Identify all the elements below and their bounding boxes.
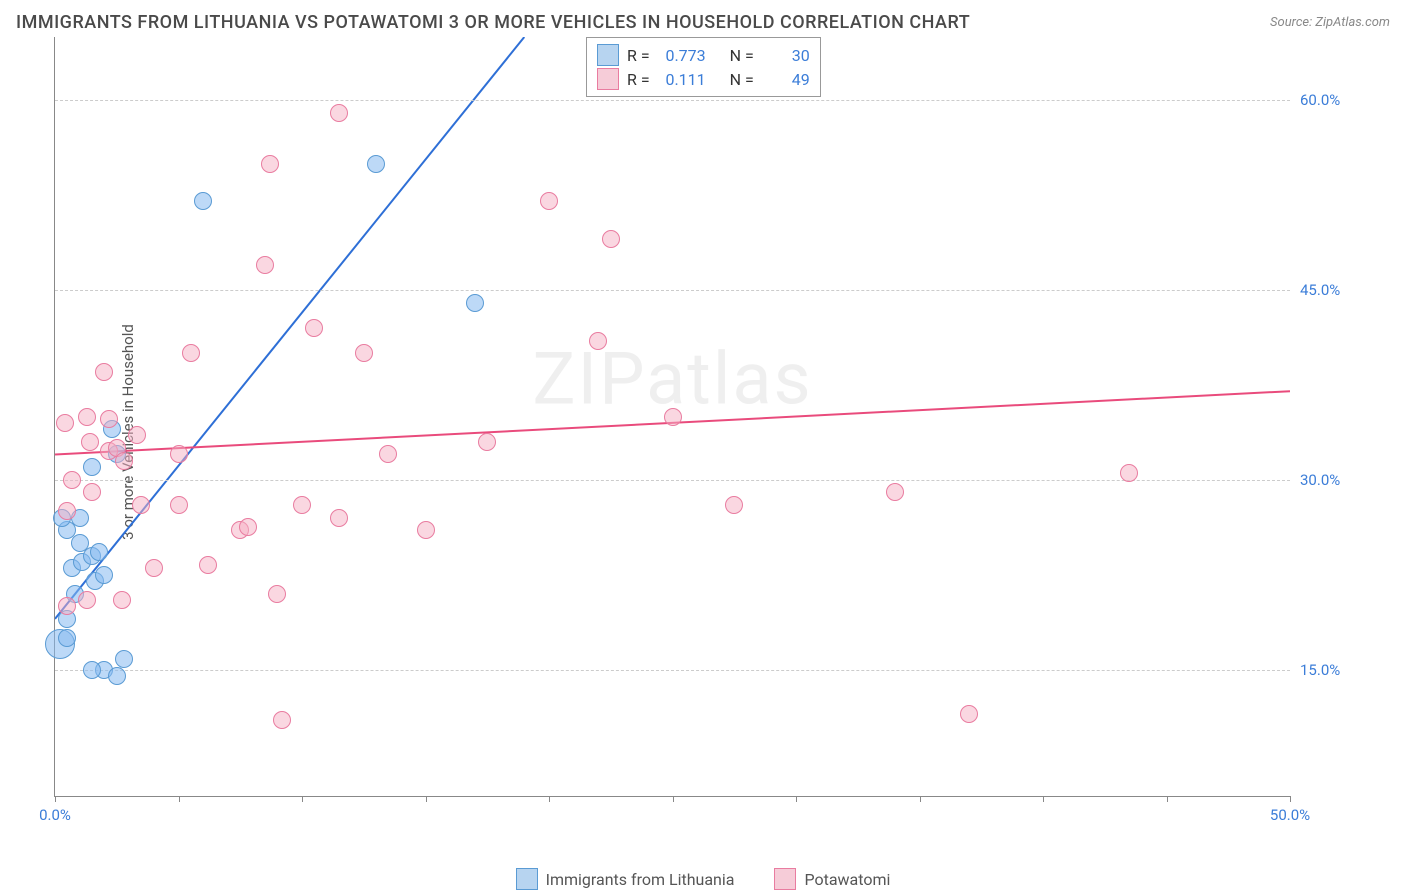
scatter-point	[113, 591, 131, 609]
gridline	[55, 100, 1290, 101]
swatch-series-1	[597, 68, 619, 90]
scatter-point	[540, 192, 558, 210]
scatter-point	[478, 433, 496, 451]
scatter-point	[182, 344, 200, 362]
legend-label-0: Immigrants from Lithuania	[546, 870, 735, 889]
scatter-point	[886, 483, 904, 501]
n-value-0: 30	[762, 46, 810, 65]
chart-title: IMMIGRANTS FROM LITHUANIA VS POTAWATOMI …	[16, 12, 970, 33]
scatter-point	[58, 502, 76, 520]
r-value-1: 0.111	[658, 70, 706, 89]
x-tick	[549, 796, 550, 802]
x-tick	[179, 796, 180, 802]
scatter-point	[108, 667, 126, 685]
scatter-point	[239, 518, 257, 536]
bottom-legend: Immigrants from Lithuania Potawatomi	[0, 868, 1406, 890]
scatter-point	[95, 566, 113, 584]
swatch-icon	[774, 868, 796, 890]
scatter-point	[83, 483, 101, 501]
scatter-point	[725, 496, 743, 514]
x-tick	[1043, 796, 1044, 802]
scatter-point	[81, 433, 99, 451]
gridline	[55, 670, 1290, 671]
scatter-point	[78, 591, 96, 609]
y-tick-label: 15.0%	[1300, 661, 1370, 679]
x-tick-label: 0.0%	[39, 806, 71, 824]
n-label: N =	[730, 46, 754, 65]
scatter-point	[128, 426, 146, 444]
legend-label-1: Potawatomi	[804, 870, 890, 889]
r-label: R =	[627, 70, 650, 89]
scatter-point	[83, 661, 101, 679]
scatter-point	[664, 408, 682, 426]
chart-container: IMMIGRANTS FROM LITHUANIA VS POTAWATOMI …	[0, 0, 1406, 892]
source-label: Source: ZipAtlas.com	[1270, 15, 1390, 30]
scatter-point	[261, 155, 279, 173]
header: IMMIGRANTS FROM LITHUANIA VS POTAWATOMI …	[16, 12, 1390, 33]
x-tick	[55, 796, 56, 802]
scatter-point	[132, 496, 150, 514]
x-tick	[796, 796, 797, 802]
x-tick	[426, 796, 427, 802]
swatch-series-0	[597, 44, 619, 66]
r-value-0: 0.773	[658, 46, 706, 65]
n-label: N =	[730, 70, 754, 89]
x-tick-label: 50.0%	[1270, 806, 1310, 824]
scatter-point	[145, 559, 163, 577]
scatter-point	[379, 445, 397, 463]
x-tick	[673, 796, 674, 802]
y-tick-label: 60.0%	[1300, 91, 1370, 109]
x-tick	[302, 796, 303, 802]
scatter-point	[417, 521, 435, 539]
scatter-point	[1120, 464, 1138, 482]
scatter-point	[58, 597, 76, 615]
scatter-point	[960, 705, 978, 723]
y-tick-label: 45.0%	[1300, 281, 1370, 299]
scatter-point	[293, 496, 311, 514]
gridline	[55, 480, 1290, 481]
plot-region: ZIPatlas R = 0.773 N = 30 R = 0.111 N =	[54, 37, 1290, 797]
stats-row-0: R = 0.773 N = 30	[597, 44, 810, 66]
scatter-point	[194, 192, 212, 210]
r-label: R =	[627, 46, 650, 65]
legend-item-1: Potawatomi	[774, 868, 890, 890]
scatter-point	[602, 230, 620, 248]
n-value-1: 49	[762, 70, 810, 89]
stats-legend-box: R = 0.773 N = 30 R = 0.111 N = 49	[586, 37, 821, 97]
scatter-point	[95, 363, 113, 381]
scatter-point	[330, 509, 348, 527]
scatter-point	[330, 104, 348, 122]
scatter-point	[170, 496, 188, 514]
scatter-point	[305, 319, 323, 337]
scatter-point	[170, 445, 188, 463]
chart-area: 3 or more Vehicles in Household ZIPatlas…	[16, 37, 1390, 827]
scatter-point	[63, 471, 81, 489]
swatch-icon	[516, 868, 538, 890]
scatter-point	[90, 543, 108, 561]
y-tick-label: 30.0%	[1300, 471, 1370, 489]
x-tick	[920, 796, 921, 802]
scatter-point	[355, 344, 373, 362]
scatter-point	[466, 294, 484, 312]
scatter-point	[589, 332, 607, 350]
scatter-point	[199, 556, 217, 574]
scatter-point	[100, 410, 118, 428]
x-tick	[1290, 796, 1291, 802]
scatter-point	[268, 585, 286, 603]
x-tick	[1167, 796, 1168, 802]
scatter-point	[273, 711, 291, 729]
gridline	[55, 290, 1290, 291]
legend-item-0: Immigrants from Lithuania	[516, 868, 735, 890]
scatter-point	[78, 408, 96, 426]
scatter-point	[115, 650, 133, 668]
scatter-point	[56, 414, 74, 432]
scatter-point	[58, 629, 76, 647]
stats-row-1: R = 0.111 N = 49	[597, 68, 810, 90]
scatter-point	[367, 155, 385, 173]
scatter-point	[83, 458, 101, 476]
scatter-point	[256, 256, 274, 274]
scatter-point	[115, 452, 133, 470]
